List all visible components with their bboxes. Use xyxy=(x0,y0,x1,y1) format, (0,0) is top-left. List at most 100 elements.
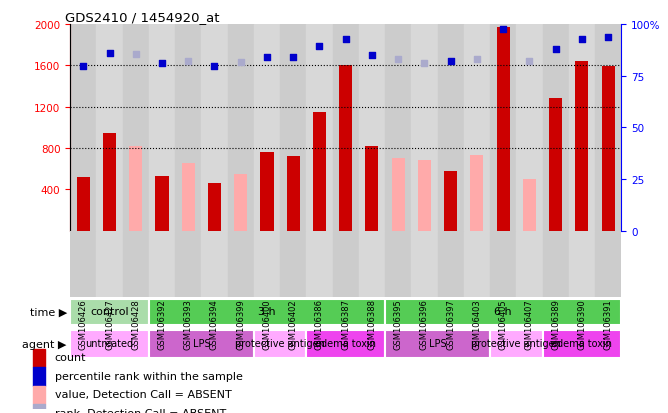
Bar xyxy=(234,175,247,231)
Text: protective antigen: protective antigen xyxy=(472,338,561,348)
Bar xyxy=(280,25,307,231)
Point xyxy=(603,35,613,42)
Bar xyxy=(549,99,562,231)
Text: 6 h: 6 h xyxy=(494,306,512,316)
Bar xyxy=(385,231,411,297)
Bar xyxy=(70,330,149,358)
Text: rank, Detection Call = ABSENT: rank, Detection Call = ABSENT xyxy=(55,408,226,413)
Point xyxy=(341,37,351,44)
Text: value, Detection Call = ABSENT: value, Detection Call = ABSENT xyxy=(55,389,231,399)
Point xyxy=(550,46,561,53)
Bar xyxy=(201,231,228,297)
Bar xyxy=(523,180,536,231)
Bar xyxy=(280,231,307,297)
Bar xyxy=(496,28,510,231)
Bar xyxy=(201,25,228,231)
Bar xyxy=(333,231,359,297)
Point xyxy=(367,52,377,59)
Bar xyxy=(175,231,201,297)
Bar xyxy=(602,67,615,231)
Bar xyxy=(385,299,621,325)
Point xyxy=(314,43,325,50)
Bar xyxy=(365,147,379,231)
Bar xyxy=(175,25,201,231)
Bar xyxy=(391,159,405,231)
Bar xyxy=(490,231,516,297)
Bar xyxy=(254,330,307,358)
Text: percentile rank within the sample: percentile rank within the sample xyxy=(55,371,242,381)
Bar xyxy=(33,349,45,367)
Text: GDS2410 / 1454920_at: GDS2410 / 1454920_at xyxy=(65,11,219,24)
Point xyxy=(262,55,273,61)
Bar xyxy=(70,231,96,297)
Bar xyxy=(490,25,516,231)
Bar xyxy=(313,113,326,231)
Bar xyxy=(149,299,385,325)
Bar xyxy=(490,330,542,358)
Text: LPS: LPS xyxy=(192,338,210,348)
Bar xyxy=(70,299,149,325)
Point xyxy=(393,57,403,63)
Bar xyxy=(287,157,300,231)
Bar xyxy=(470,156,484,231)
Point xyxy=(524,59,534,65)
Bar xyxy=(542,330,621,358)
Bar xyxy=(575,62,589,231)
Bar xyxy=(228,231,254,297)
Bar xyxy=(149,330,254,358)
Bar xyxy=(228,25,254,231)
Bar xyxy=(77,178,90,231)
Text: edema toxin: edema toxin xyxy=(315,338,376,348)
Bar xyxy=(149,231,175,297)
Bar xyxy=(70,25,96,231)
Text: LPS: LPS xyxy=(429,338,446,348)
Point xyxy=(472,57,482,63)
Bar xyxy=(33,367,45,386)
Bar xyxy=(385,25,411,231)
Bar xyxy=(333,25,359,231)
Text: edema toxin: edema toxin xyxy=(551,338,613,348)
Point xyxy=(209,63,220,70)
Bar xyxy=(307,25,333,231)
Bar xyxy=(208,184,221,231)
Point xyxy=(78,64,89,71)
Bar xyxy=(418,161,431,231)
Bar xyxy=(149,25,175,231)
Bar xyxy=(123,25,149,231)
Bar xyxy=(438,25,464,231)
Bar xyxy=(516,231,542,297)
Bar xyxy=(595,25,621,231)
Bar xyxy=(261,153,273,231)
Point xyxy=(183,59,194,65)
Text: protective antigen: protective antigen xyxy=(235,338,325,348)
Bar xyxy=(568,25,595,231)
Bar xyxy=(411,231,438,297)
Text: count: count xyxy=(55,352,86,362)
Bar xyxy=(33,386,45,404)
Bar xyxy=(438,231,464,297)
Bar xyxy=(359,231,385,297)
Bar xyxy=(156,177,168,231)
Bar xyxy=(96,25,123,231)
Bar xyxy=(464,231,490,297)
Point xyxy=(576,37,587,44)
Bar xyxy=(411,25,438,231)
Bar xyxy=(307,231,333,297)
Point xyxy=(156,61,167,67)
Text: 3 h: 3 h xyxy=(258,306,276,316)
Bar xyxy=(254,231,280,297)
Point xyxy=(104,50,115,57)
Bar xyxy=(595,231,621,297)
Bar xyxy=(123,231,149,297)
Bar xyxy=(542,25,568,231)
Point xyxy=(419,61,430,67)
Bar xyxy=(254,25,280,231)
Bar xyxy=(385,330,490,358)
Bar xyxy=(182,163,195,231)
Bar xyxy=(33,404,45,413)
Bar xyxy=(542,231,568,297)
Bar xyxy=(307,330,385,358)
Bar xyxy=(464,25,490,231)
Bar xyxy=(129,147,142,231)
Bar xyxy=(103,133,116,231)
